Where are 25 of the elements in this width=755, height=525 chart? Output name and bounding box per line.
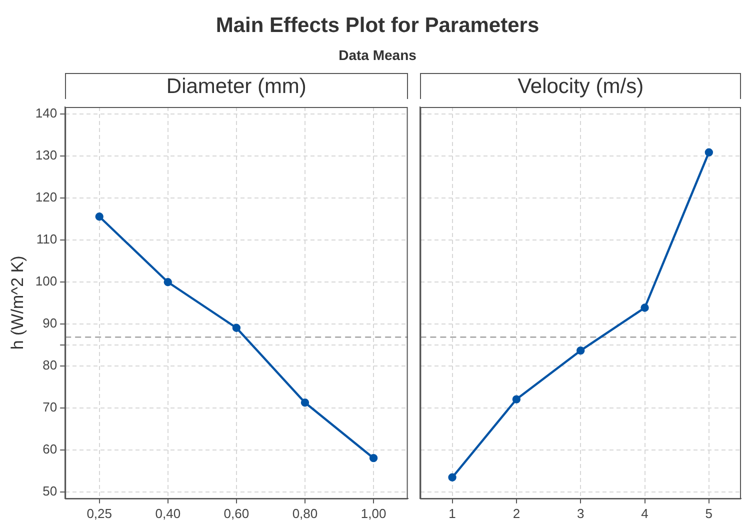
y-tick-label: 100 xyxy=(35,274,58,289)
chart-subtitle: Data Means xyxy=(338,47,418,63)
x-tick-label: 2 xyxy=(512,506,520,521)
x-tick-label: 3 xyxy=(576,506,584,521)
y-tick-label: 140 xyxy=(35,106,58,121)
y-tick-label: 130 xyxy=(35,148,58,163)
x-axis-title: Diameter (mm) xyxy=(65,73,408,99)
x-tick-label: 0,80 xyxy=(292,506,318,521)
y-tick-label: 90 xyxy=(42,316,58,331)
x-tick-label: 4 xyxy=(641,506,648,521)
x-tick-label: 1 xyxy=(448,506,456,521)
y-tick-label: 120 xyxy=(35,190,58,205)
y-tick-label: 60 xyxy=(42,442,58,457)
x-tick-label: 5 xyxy=(705,506,713,521)
x-tick-label: 1,00 xyxy=(360,506,386,521)
x-tick-label: 0,25 xyxy=(86,506,112,521)
x-tick-label: 0,40 xyxy=(155,506,181,521)
x-tick-label: 0,60 xyxy=(224,506,250,521)
y-axis-title: h (W/m^2 K) xyxy=(8,256,27,350)
y-tick-label: 50 xyxy=(42,484,58,499)
chart-title: Main Effects Plot for Parameters xyxy=(214,14,540,38)
x-axis-title: Velocity (m/s) xyxy=(420,73,741,99)
y-tick-label: 80 xyxy=(42,358,58,373)
y-tick-label: 70 xyxy=(42,400,58,415)
y-tick-label: 110 xyxy=(36,232,58,247)
